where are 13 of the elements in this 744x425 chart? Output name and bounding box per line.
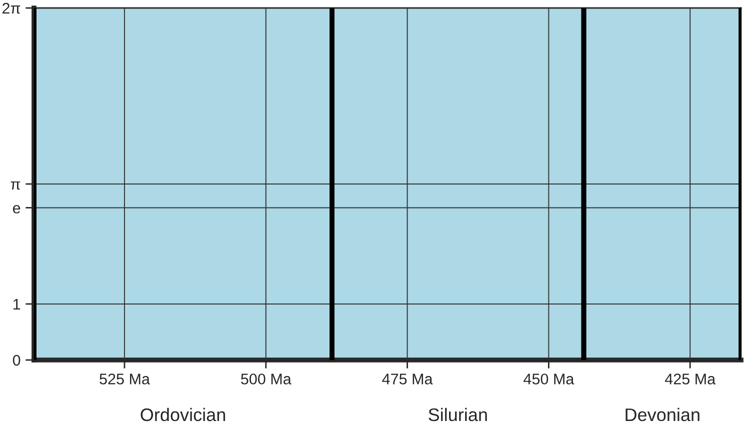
band-label: Ordovician: [140, 408, 226, 422]
x-tick-label: 450 Ma: [524, 374, 574, 384]
y-tick-label: 0: [12, 354, 20, 366]
band-label: Silurian: [428, 408, 487, 422]
y-tick-label: e: [12, 205, 20, 214]
x-tick-label: 500 Ma: [241, 374, 292, 384]
y-tick-label: 1: [13, 299, 20, 310]
x-tick-label: 475 Ma: [382, 374, 433, 384]
y-tick-label: π: [10, 181, 20, 190]
x-tick-label: 525 Ma: [100, 374, 150, 384]
y-tick-label: 2π: [2, 2, 20, 14]
x-tick-label: 425 Ma: [664, 374, 716, 384]
band-label: Devonian: [626, 408, 700, 422]
